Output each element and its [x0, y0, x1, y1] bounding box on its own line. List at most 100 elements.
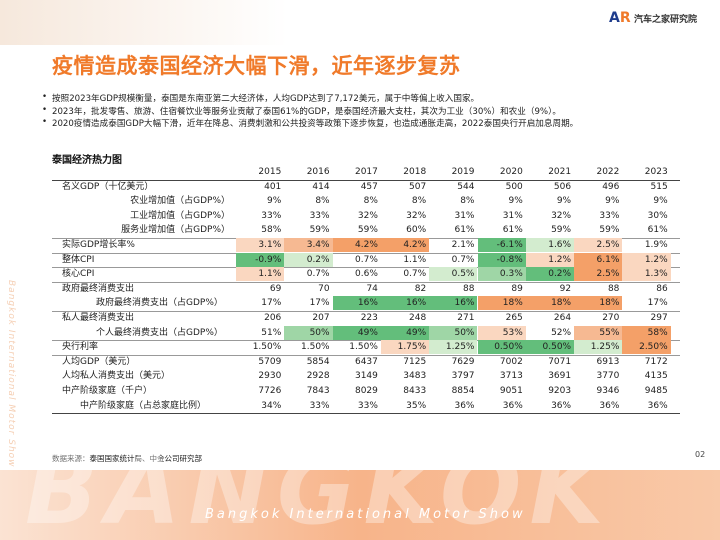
cell: 33%	[261, 210, 282, 221]
column-header: 2020	[499, 167, 523, 177]
cell: 59%	[551, 225, 572, 236]
cell: 500	[505, 181, 523, 192]
cell: 53%	[477, 325, 526, 340]
cell: 2928	[306, 371, 330, 382]
cell: 207	[312, 313, 330, 323]
cell: 7629	[451, 356, 475, 367]
cell: 3691	[548, 371, 572, 382]
cell: 0.3%	[477, 267, 526, 282]
cell: 0.50%	[477, 340, 526, 355]
header-bg	[0, 0, 720, 45]
cell: 3149	[354, 371, 378, 382]
table-title: 泰国经济热力图	[52, 155, 122, 166]
cell: 7125	[403, 356, 427, 367]
cell: 9%	[556, 196, 572, 207]
cell: 33%	[599, 210, 620, 221]
cell: 5709	[258, 356, 282, 367]
cell: 88	[463, 283, 475, 294]
cell: 8%	[315, 196, 330, 207]
cell: 0.7%	[403, 269, 427, 280]
column-header: 2023	[644, 167, 668, 177]
cell: 1.3%	[622, 267, 671, 282]
column-header: 2019	[451, 167, 475, 177]
cell: -0.9%	[236, 252, 285, 267]
cell: 70	[318, 283, 330, 294]
row-label: 人均GDP（美元）	[62, 356, 136, 367]
bullet: 按照2023年GDP规模衡量，泰国是东南亚第二大经济体，人均GDP达到了7,17…	[52, 94, 480, 104]
cell: 7843	[306, 386, 330, 396]
cell: 69	[269, 283, 282, 294]
cell: 3770	[596, 371, 620, 382]
cell: 59%	[309, 225, 330, 236]
cell: 17%	[261, 298, 282, 309]
row-label: 中产阶级家庭（占总家庭比例）	[80, 400, 207, 411]
cell: 1.1%	[403, 254, 427, 265]
cell: 206	[264, 313, 282, 323]
row-label: 名义GDP（十亿美元）	[62, 181, 154, 192]
cell: -6.1%	[477, 238, 526, 252]
cell: 9346	[596, 386, 620, 396]
bullet-dot: •	[42, 117, 48, 127]
cell: 8433	[403, 386, 427, 396]
row-label: 整体CPI	[62, 254, 95, 265]
cell: 0.7%	[451, 254, 475, 265]
banner	[0, 470, 720, 540]
row-label: 政府最终消费支出	[62, 283, 135, 294]
cell: 271	[457, 313, 475, 323]
cell: 58%	[261, 225, 282, 236]
column-header: 2015	[258, 167, 282, 177]
row-label: 核心CPI	[62, 269, 95, 280]
cell: 457	[360, 181, 378, 192]
cell: 18%	[477, 296, 526, 311]
row-rule	[52, 311, 680, 312]
row-rule	[52, 252, 680, 254]
cell: 297	[650, 313, 668, 323]
cell: 33%	[357, 400, 378, 411]
row-label: 人均私人消费支出（美元）	[62, 371, 171, 382]
cell: 507	[409, 181, 427, 192]
cell: 3.1%	[236, 238, 285, 252]
cell: 52%	[551, 327, 572, 338]
row-rule	[52, 354, 680, 356]
column-header: 2016	[306, 167, 330, 177]
cell: 1.75%	[380, 340, 430, 355]
cell: 59%	[357, 225, 378, 236]
cell: 50%	[429, 325, 478, 340]
cell: 86	[656, 283, 668, 294]
cell: 265	[505, 313, 523, 323]
cell: 3.4%	[284, 238, 333, 252]
cell: 18%	[574, 296, 623, 311]
row-label: 实际GDP增长率%	[62, 240, 135, 250]
cell: 6.1%	[574, 252, 623, 267]
title: 疫情造成泰国经济大幅下滑，近年逐步复苏	[52, 54, 461, 78]
cell: 1.50%	[252, 342, 282, 353]
bullet: 2020疫情造成泰国GDP大幅下滑，近年在降息、消费刺激和公共投资等政策下逐步恢…	[52, 119, 579, 129]
cell: 8854	[451, 386, 475, 396]
cell: 1.25%	[574, 340, 623, 355]
row-rule	[52, 267, 680, 269]
cell: 61%	[454, 225, 475, 236]
row-rule	[52, 281, 680, 283]
cell: 9485	[644, 386, 668, 396]
cell: 2930	[258, 371, 282, 382]
row-label: 政府最终消费支出（占GDP%）	[96, 298, 223, 309]
cell: 9203	[548, 386, 572, 396]
cell: 223	[360, 313, 378, 323]
cell: 36%	[454, 400, 475, 411]
cell: 1.50%	[349, 342, 378, 353]
cell: 1.9%	[644, 240, 668, 250]
source: 数据来源：泰国国家统计局、中金公司研究部	[52, 454, 202, 463]
cell: 506	[553, 181, 572, 192]
cell: 82	[414, 283, 427, 294]
row-label: 中产阶级家庭（千户）	[62, 386, 153, 396]
bullet-dot: •	[42, 104, 48, 115]
cell: 1.1%	[236, 267, 285, 282]
bullet: 2023年，批发零售、旅游、住宿餐饮业等服务业贡献了泰国61%的GDP，是泰国经…	[52, 106, 561, 117]
row-rule	[52, 340, 680, 342]
cell: 16%	[380, 296, 430, 311]
cell: 17%	[309, 298, 330, 309]
cell: -0.8%	[477, 252, 526, 267]
cell: 32%	[406, 210, 427, 221]
cell: 60%	[406, 225, 427, 236]
